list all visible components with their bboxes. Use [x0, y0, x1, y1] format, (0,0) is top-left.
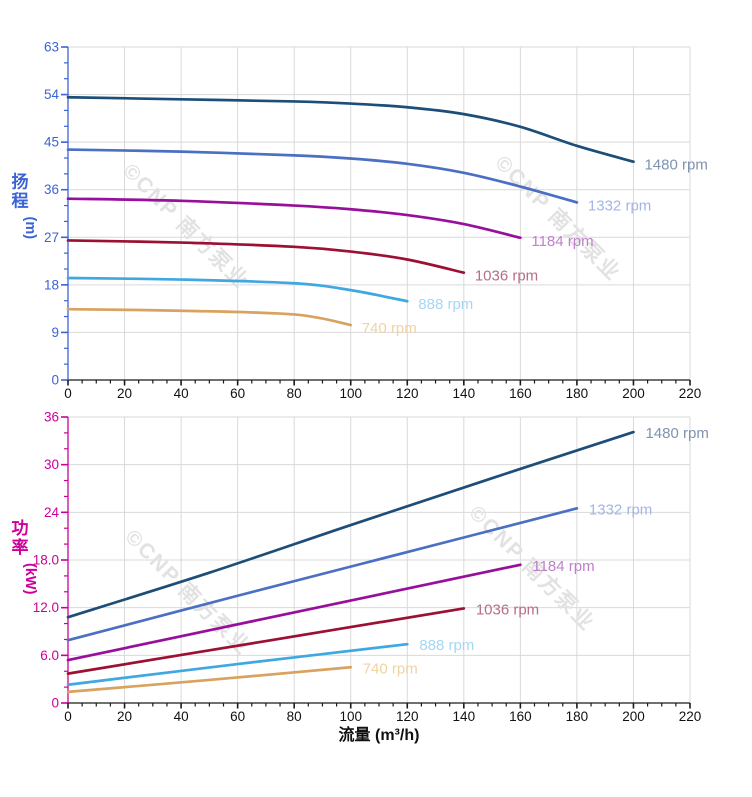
curve-head-1184-rpm	[66, 197, 522, 240]
x-tick-label: 80	[287, 709, 302, 724]
x-tick-label: 220	[679, 709, 702, 724]
curve-power-740-rpm	[66, 665, 353, 694]
y-axis-title-power: 功	[12, 519, 29, 538]
curve-label-head-1332-rpm: 1332 rpm	[588, 197, 651, 214]
curve-label-power-1036-rpm: 1036 rpm	[476, 601, 539, 618]
y-tick-label-power: 30	[44, 457, 59, 472]
y-tick-label-head: 36	[44, 182, 59, 197]
curve-power-1036-rpm	[66, 607, 466, 675]
curve-label-power-1184-rpm: 1184 rpm	[532, 558, 594, 575]
x-tick-label: 20	[117, 709, 132, 724]
y-tick-label-power: 6.0	[40, 648, 59, 663]
curve-power-1332-rpm	[66, 507, 579, 642]
y-tick-label-head: 63	[44, 40, 59, 55]
x-tick-label: 40	[174, 386, 189, 401]
y-tick-label-power: 0	[51, 696, 59, 711]
x-tick-label: 160	[509, 386, 532, 401]
y-axis-title-unit-head: (m)	[22, 217, 38, 240]
curve-label-power-1480-rpm: 1480 rpm	[645, 425, 708, 442]
curve-label-power-740-rpm: 740 rpm	[363, 660, 418, 677]
y-tick-label-power: 18.0	[33, 553, 59, 568]
curve-label-head-1184-rpm: 1184 rpm	[531, 233, 593, 250]
x-tick-label: 100	[339, 709, 362, 724]
x-tick-label: 200	[622, 386, 645, 401]
y-tick-label-power: 24	[44, 505, 60, 520]
x-tick-label: 220	[679, 386, 702, 401]
y-tick-label-head: 9	[51, 325, 59, 340]
x-tick-label: 60	[230, 386, 245, 401]
curve-head-740-rpm	[66, 307, 353, 327]
y-tick-label-head: 18	[44, 277, 59, 292]
curve-label-power-888-rpm: 888 rpm	[419, 637, 474, 654]
curve-head-1036-rpm	[66, 239, 466, 275]
x-tick-label: 40	[174, 709, 189, 724]
x-tick-label: 0	[64, 386, 72, 401]
y-tick-label-head: 27	[44, 230, 59, 245]
y-tick-label-head: 0	[51, 373, 59, 388]
curve-power-1184-rpm	[66, 563, 522, 662]
y-axis-title-head: 扬	[12, 172, 29, 192]
y-axis-title-power: 率	[12, 537, 29, 557]
x-tick-label: 80	[287, 386, 302, 401]
x-tick-label: 200	[622, 709, 645, 724]
x-tick-label: 0	[64, 709, 72, 724]
x-tick-label: 140	[453, 709, 476, 724]
curve-label-head-1480-rpm: 1480 rpm	[644, 157, 707, 174]
x-tick-label: 180	[566, 709, 589, 724]
x-tick-label: 160	[509, 709, 532, 724]
x-tick-label: 120	[396, 709, 419, 724]
x-tick-label: 60	[230, 709, 245, 724]
y-tick-label-power: 12.0	[33, 600, 59, 615]
y-tick-label-power: 36	[44, 410, 59, 425]
x-tick-label: 140	[453, 386, 476, 401]
curve-head-1332-rpm	[66, 148, 579, 204]
curve-label-head-888-rpm: 888 rpm	[418, 296, 473, 313]
x-tick-label: 120	[396, 386, 419, 401]
x-tick-label: 100	[339, 386, 362, 401]
curve-head-1480-rpm	[66, 95, 635, 164]
curve-label-power-1332-rpm: 1332 rpm	[589, 501, 652, 518]
y-tick-label-head: 54	[44, 87, 60, 102]
x-axis-title: 流量 (m³/h)	[339, 725, 420, 744]
x-tick-label: 20	[117, 386, 132, 401]
curve-label-head-1036-rpm: 1036 rpm	[475, 268, 538, 285]
y-axis-title-unit-power: (kW)	[22, 563, 38, 595]
y-tick-label-head: 45	[44, 135, 59, 150]
curve-power-888-rpm	[66, 642, 409, 687]
x-tick-label: 180	[566, 386, 589, 401]
y-axis-title-head: 程	[12, 192, 29, 211]
curve-head-888-rpm	[66, 276, 409, 303]
curve-label-head-740-rpm: 740 rpm	[362, 320, 417, 337]
curve-power-1480-rpm	[66, 430, 635, 619]
